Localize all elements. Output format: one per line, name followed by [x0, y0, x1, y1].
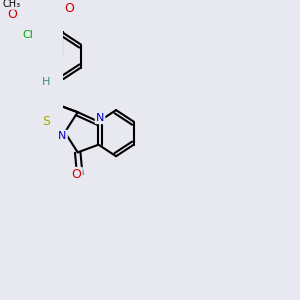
Text: O: O — [7, 8, 17, 21]
Text: O: O — [64, 2, 74, 15]
Text: CH₃: CH₃ — [2, 0, 20, 9]
Text: Cl: Cl — [23, 30, 34, 40]
Text: S: S — [42, 116, 50, 128]
Text: H: H — [41, 77, 50, 87]
Text: O: O — [72, 168, 82, 181]
Text: N: N — [58, 131, 67, 141]
Text: N: N — [96, 113, 104, 123]
